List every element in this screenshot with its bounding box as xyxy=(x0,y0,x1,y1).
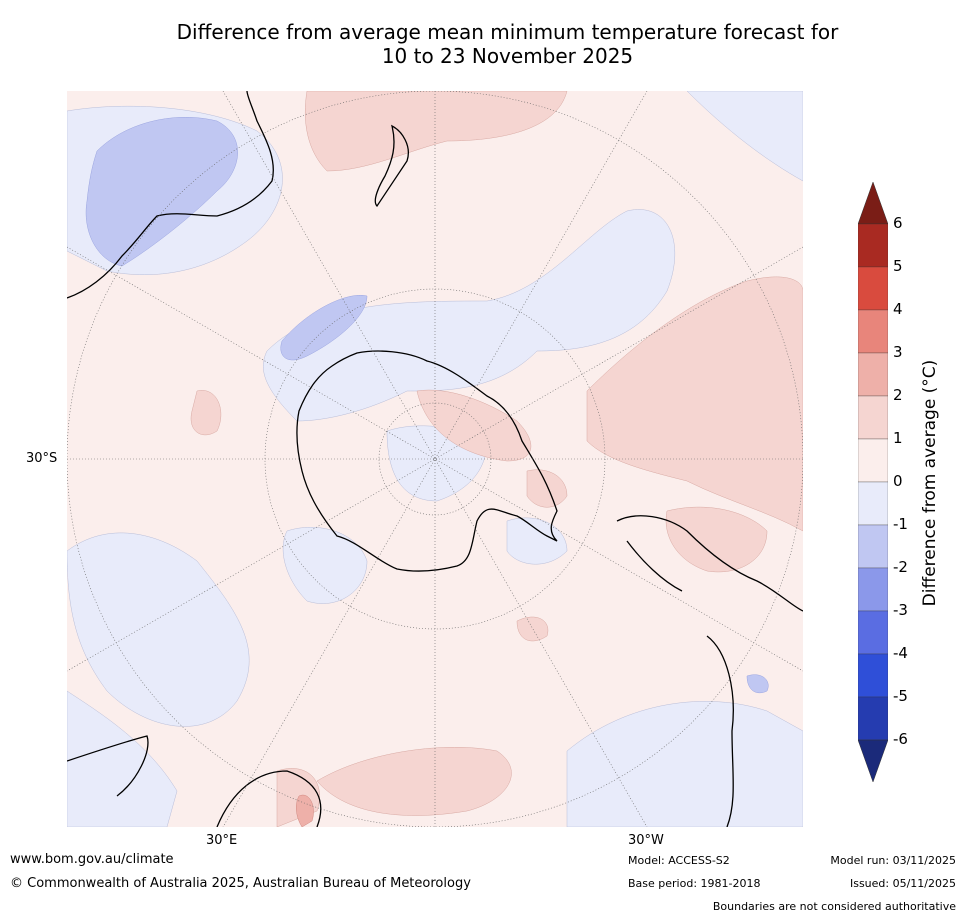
colorbar-bin-m2-to-m1 xyxy=(858,524,888,569)
colorbar-bin-m6-to-m5 xyxy=(858,696,888,741)
latitude-label-30s: 30°S xyxy=(26,451,58,466)
title-line-2: 10 to 23 November 2025 xyxy=(381,44,634,68)
colorbar-tick: -2 xyxy=(893,558,908,576)
colorbar-label: Difference from average (°C) xyxy=(920,359,940,607)
anomaly-warm-regions xyxy=(190,91,803,827)
colorbar-tick: -3 xyxy=(893,601,908,619)
colorbar-tick: -4 xyxy=(893,644,908,662)
colorbar xyxy=(858,182,888,782)
model-run-text: Model run: 03/11/2025 xyxy=(830,854,956,867)
longitude-label-30w: 30°W xyxy=(628,833,664,848)
colorbar-tick: 4 xyxy=(893,300,903,318)
longitude-label-30e: 30°E xyxy=(206,833,238,848)
colorbar-bin-m5-to-m4 xyxy=(858,653,888,698)
issued-text: Issued: 05/11/2025 xyxy=(849,877,956,890)
antarctica-coastline xyxy=(296,350,558,572)
model-text: Model: ACCESS-S2 xyxy=(628,854,730,867)
colorbar-extend-bottom xyxy=(858,739,888,782)
anomaly-cold-regions xyxy=(85,117,769,694)
colorbar-tick: -5 xyxy=(893,687,908,705)
colorbar-bin-3-to-4 xyxy=(858,309,888,354)
colorbar-bin-0-to-1 xyxy=(858,438,888,483)
colorbar-bin-4-to-5 xyxy=(858,266,888,311)
copyright-text: © Commonwealth of Australia 2025, Austra… xyxy=(10,876,471,891)
colorbar-tick: 0 xyxy=(893,472,903,490)
colorbar-tick: -1 xyxy=(893,515,908,533)
colorbar-tick: 3 xyxy=(893,343,903,361)
colorbar-tick: 1 xyxy=(893,429,903,447)
website-link[interactable]: www.bom.gov.au/climate xyxy=(10,852,174,867)
map-title: Difference from average mean minimum tem… xyxy=(60,20,955,68)
colorbar-bin-1-to-2 xyxy=(858,395,888,440)
colorbar-bin-5-to-6 xyxy=(858,223,888,268)
south-america-coastline xyxy=(616,515,803,827)
colorbar-tick: -6 xyxy=(893,730,908,748)
colorbar-tick: 2 xyxy=(893,386,903,404)
africa-coastline xyxy=(67,735,322,827)
colorbar-bin-m4-to-m3 xyxy=(858,610,888,655)
australia-coastline xyxy=(67,91,274,299)
colorbar-tick: 6 xyxy=(893,214,903,232)
anomaly-cool-regions xyxy=(67,91,803,827)
colorbar-bin-m3-to-m2 xyxy=(858,567,888,612)
map-svg xyxy=(67,91,803,827)
base-period-text: Base period: 1981-2018 xyxy=(628,877,761,890)
map-panel xyxy=(67,91,803,827)
new-zealand-coastline xyxy=(374,124,409,208)
disclaimer-text: Boundaries are not considered authoritat… xyxy=(712,900,956,913)
anomaly-hot-regions xyxy=(296,794,314,827)
colorbar-bin-2-to-3 xyxy=(858,352,888,397)
colorbar-bin-m1-to-0 xyxy=(858,481,888,526)
colorbar-extend-top xyxy=(858,182,888,225)
title-line-1: Difference from average mean minimum tem… xyxy=(176,20,839,44)
colorbar-tick: 5 xyxy=(893,257,903,275)
graticule xyxy=(67,91,803,827)
